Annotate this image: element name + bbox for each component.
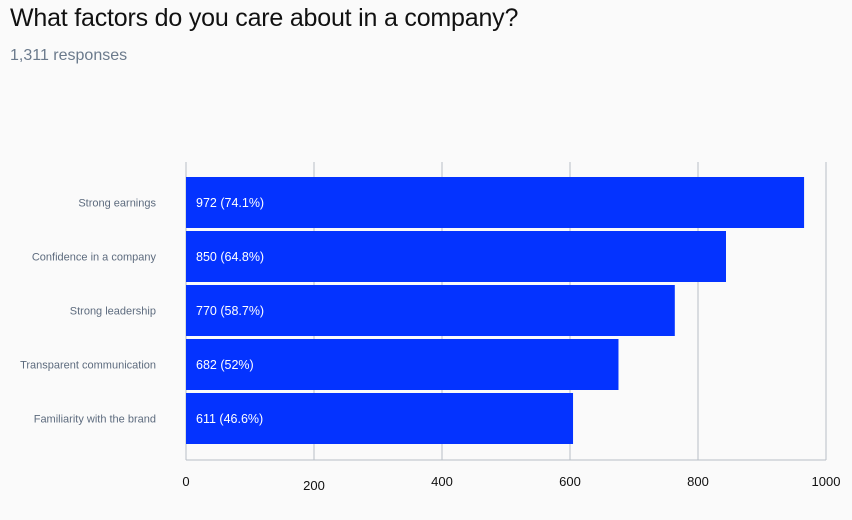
data-label: 850 (64.8%) [196, 250, 264, 264]
x-tick-label: 600 [559, 474, 581, 489]
category-label: Strong leadership [70, 306, 156, 318]
bar [186, 339, 619, 390]
data-label: 682 (52%) [196, 358, 254, 372]
category-label: Familiarity with the brand [34, 414, 156, 426]
response-count: 1,311 responses [10, 47, 128, 64]
x-tick-label: 200 [303, 478, 325, 493]
category-label: Transparent communication [20, 360, 156, 372]
x-tick-label: 400 [431, 474, 453, 489]
bar [186, 177, 805, 228]
bar [186, 231, 726, 282]
chart-title: What factors do you care about in a comp… [10, 4, 519, 32]
category-label: Strong earnings [78, 198, 156, 210]
bar [186, 285, 675, 336]
bar [186, 393, 574, 444]
data-label: 972 (74.1%) [196, 196, 264, 210]
x-tick-label: 0 [182, 474, 189, 489]
x-tick-label: 1000 [812, 474, 841, 489]
data-label: 770 (58.7%) [196, 304, 264, 318]
category-label: Confidence in a company [32, 252, 157, 264]
data-label: 611 (46.6%) [196, 412, 263, 426]
x-tick-label: 800 [687, 474, 709, 489]
